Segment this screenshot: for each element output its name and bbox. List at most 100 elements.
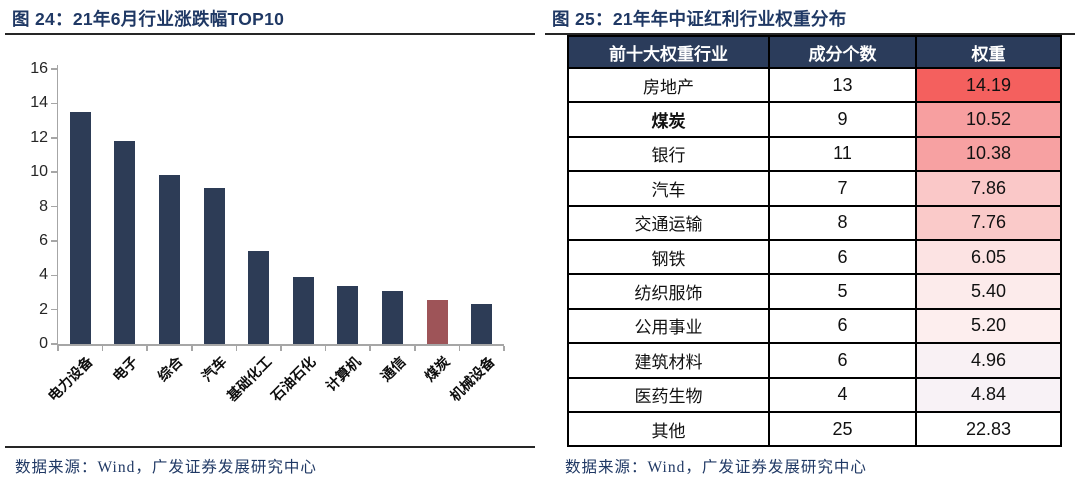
x-axis-label: 计算机 [322,353,364,395]
x-axis-tick [57,345,59,351]
industry-cell: 医药生物 [567,376,770,413]
weight-cell: 7.76 [915,204,1062,241]
table-header: 前十大权重行业 成分个数 权重 [567,35,1062,69]
weight-cell: 10.52 [915,101,1062,138]
figure-25-panel: 图 25：21年年中证红利行业权重分布 前十大权重行业 成分个数 权重 房地产 1… [540,0,1080,481]
y-axis-label: 8 [39,197,48,215]
x-axis-label: 综合 [153,353,186,385]
count-cell: 7 [768,170,917,207]
x-axis-label: 电力设备 [45,353,96,405]
y-axis-tick [51,171,57,173]
y-axis-label: 0 [39,335,48,352]
weight-cell: 6.05 [915,238,1062,276]
y-axis-label: 4 [39,266,48,284]
y-axis-label: 2 [39,300,48,318]
table-row: 钢铁 6 6.05 [567,238,1062,276]
industry-cell: 其他 [567,410,770,448]
industry-cell: 房地产 [567,66,770,104]
count-cell: 4 [768,376,917,413]
table-row: 银行 11 10.38 [567,135,1062,173]
y-axis-tick [51,274,57,276]
bar-1 [114,141,136,344]
bar-9 [471,304,493,344]
dividend-weight-table: 前十大权重行业 成分个数 权重 房地产 13 14.19 煤炭 9 10.52 银行 11 10… [567,35,1062,448]
x-axis-label: 通信 [376,353,409,385]
table-body: 房地产 13 14.19 煤炭 9 10.52 银行 11 10.38 汽车 7 7.86 交通运输 8 7… [567,66,1062,448]
y-axis-tick [51,205,57,208]
table-row: 房地产 13 14.19 [567,66,1062,104]
industry-cell: 交通运输 [567,204,770,241]
y-axis-label: 12 [30,128,48,146]
x-axis-label: 机械设备 [446,353,498,405]
bar-8 [426,300,448,344]
figure-24-bottom-rule [5,446,535,448]
x-axis-tick [235,345,238,351]
y-axis-tick [51,68,57,70]
x-axis-tick [101,345,104,351]
table-row: 其他 25 22.83 [567,410,1062,448]
x-axis-label: 煤炭 [421,353,453,385]
count-cell: 6 [768,342,917,379]
figure-24-panel: 图 24：21年6月行业涨跌幅TOP10 0 2 4 6 8 10 12 14 16 电力设备 电子… [5,9,535,476]
y-axis-tick [51,137,57,139]
y-axis-tick [51,343,57,345]
count-cell: 8 [768,204,917,241]
figure-25-title-rule [545,33,1075,35]
table-row: 汽车 7 7.86 [567,170,1062,207]
count-cell: 6 [768,238,917,276]
x-axis-tick [146,345,148,351]
x-axis-label: 电子 [109,353,141,385]
y-axis-tick [51,102,57,105]
industry-cell: 钢铁 [567,238,770,276]
header-row: 前十大权重行业 成分个数 权重 [567,35,1062,69]
x-axis-tick [324,345,327,351]
bar-2 [159,174,180,344]
x-axis-tick [280,345,282,351]
y-axis-label: 16 [30,60,48,77]
count-column-header: 成分个数 [768,35,917,69]
bar-3 [203,188,225,344]
count-cell: 25 [768,410,917,448]
x-axis-label: 汽车 [198,353,230,385]
weight-column-header: 权重 [915,35,1062,69]
industry-cell: 汽车 [567,170,770,207]
x-axis-line [56,344,504,346]
y-axis-label: 10 [30,163,48,181]
weight-cell: 4.84 [915,376,1062,413]
bar-7 [382,290,403,344]
figure-24-title-rule [5,33,535,35]
data-source-note: 数据来源：Wind，广发证券发展研究中心 [15,459,317,476]
industry-cell: 公用事业 [567,307,770,345]
industry-cell: 煤炭 [567,101,770,138]
weight-cell: 4.96 [915,342,1062,379]
industry-cell: 银行 [567,135,770,173]
data-source-note: 数据来源：Wind，广发证券发展研究中心 [565,459,867,476]
figure-25-title: 图 25：21年年中证红利行业权重分布 [552,9,847,29]
bar-0 [69,111,91,344]
count-cell: 13 [768,66,917,104]
table-row: 纺织服饰 5 5.40 [567,273,1062,310]
count-cell: 11 [768,135,917,173]
x-axis-label: 基础化工 [223,353,275,405]
y-axis-label: 14 [30,94,48,112]
table-row: 煤炭 9 10.52 [567,101,1062,138]
weight-cell: 7.86 [915,170,1062,207]
x-axis-label: 石油石化 [268,353,319,405]
weight-cell: 5.40 [915,273,1062,310]
x-axis-tick [414,345,416,351]
weight-cell: 5.20 [915,307,1062,345]
count-cell: 5 [768,273,917,310]
x-axis-tick [458,345,461,351]
figure-24-title: 图 24：21年6月行业涨跌幅TOP10 [12,9,285,29]
weight-cell: 14.19 [915,66,1062,104]
x-axis-tick [503,345,505,351]
industry-column-header: 前十大权重行业 [567,35,770,69]
table-row: 建筑材料 6 4.96 [567,342,1062,379]
bar-5 [292,276,314,344]
weight-cell: 10.38 [915,135,1062,173]
bar-4 [248,251,270,344]
industry-cell: 纺织服饰 [567,273,770,310]
table-row: 交通运输 8 7.76 [567,204,1062,241]
y-axis-line [56,65,58,346]
